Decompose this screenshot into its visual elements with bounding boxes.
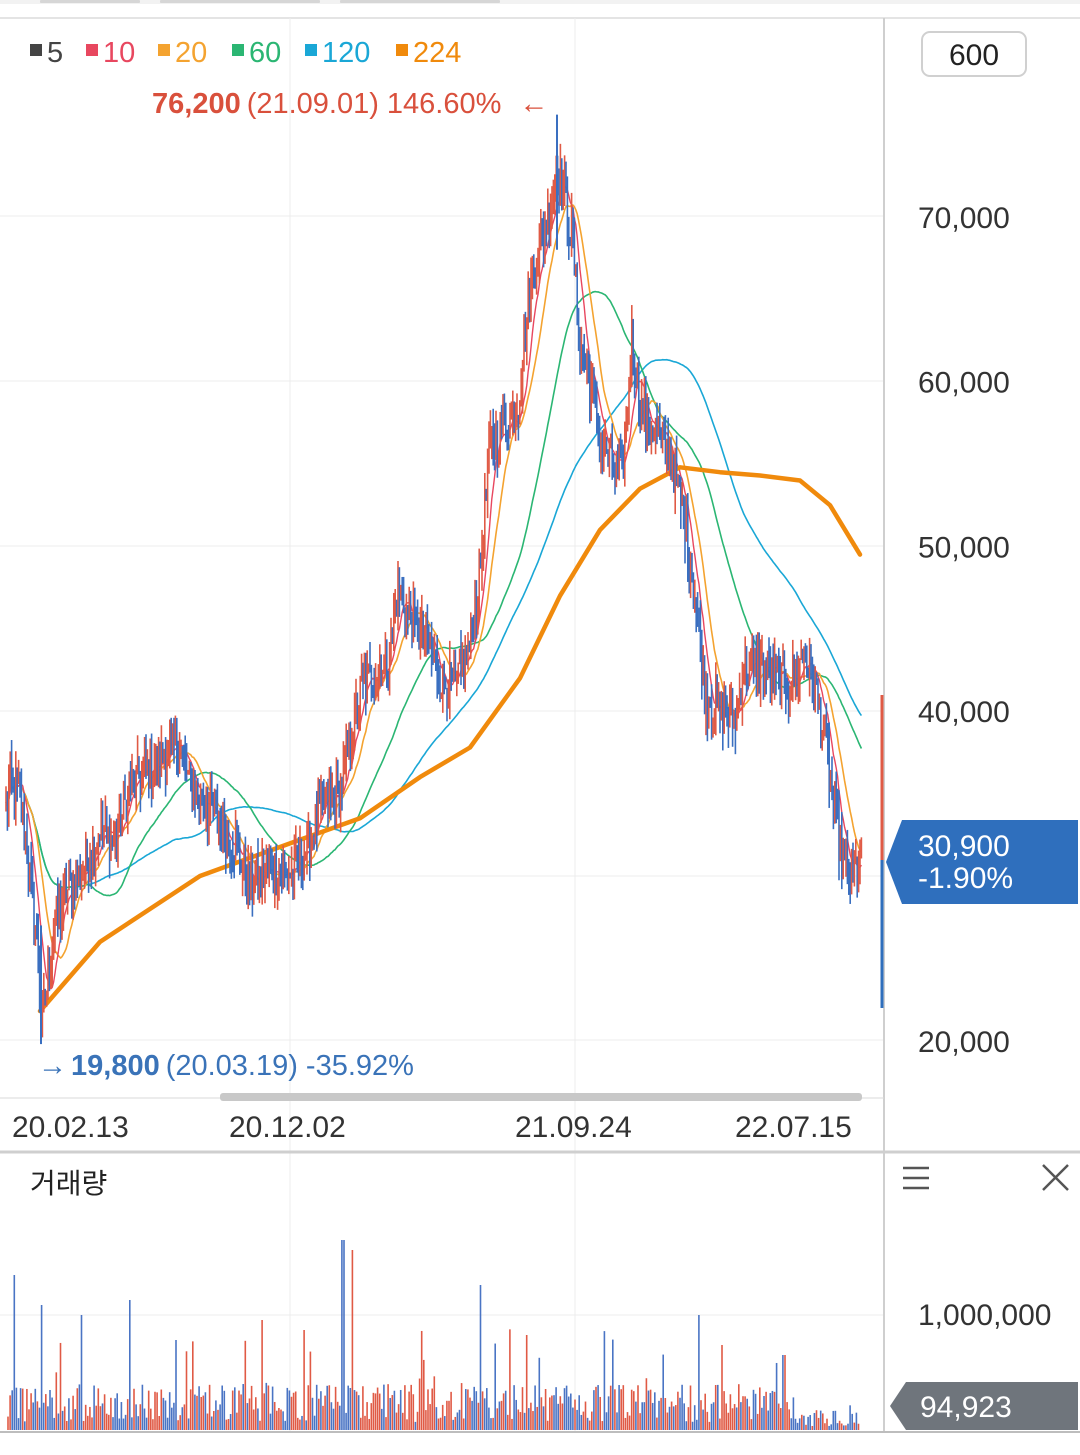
current-price: 30,900 [918, 830, 1010, 863]
price-tick-label: 40,000 [918, 696, 1010, 729]
volume-bars [7, 1240, 860, 1430]
close-icon[interactable] [1042, 1164, 1069, 1191]
period-button-label: 600 [949, 39, 999, 72]
svg-text:76,200(21.09.01)146.60%←: 76,200 (21.09.01) 146.60% ← [152, 88, 548, 120]
current-volume-badge: 94,923 [890, 1382, 1078, 1430]
low-date: (20.03.19) [166, 1050, 298, 1082]
price-tick-label: 50,000 [918, 531, 1010, 564]
current-price-badge: 30,900 -1.90% [880, 695, 1078, 1008]
ma-60-line [5, 290, 863, 897]
left-arrow-icon: ← [519, 88, 548, 120]
volume-axis-label: 1,000,000 [918, 1299, 1051, 1332]
legend-label-20: 20 [175, 37, 207, 69]
low-change: -35.92% [306, 1050, 414, 1082]
right-arrow-icon: → [38, 1050, 67, 1082]
low-price: 19,800 [71, 1050, 160, 1082]
legend-swatch-224 [396, 44, 408, 56]
legend-swatch-120 [305, 44, 317, 56]
svg-text:→19,800(20.03.19)-35.92%: → 19,800 (20.03.19) -35.92% [38, 1050, 414, 1082]
moving-average-lines [5, 185, 863, 1014]
high-price-annotation: 76,200 (21.09.01) 146.60% ← [152, 88, 548, 120]
ma-10-line [5, 185, 862, 990]
legend-label-5: 5 [47, 37, 63, 69]
ma-120-line [5, 358, 863, 889]
legend-label-224: 224 [413, 37, 461, 69]
legend-swatch-10 [86, 44, 98, 56]
candles [5, 114, 863, 1045]
low-price-annotation: → 19,800 (20.03.19) -35.92% [38, 1050, 414, 1082]
legend-swatch-60 [232, 44, 244, 56]
legend-label-60: 60 [249, 37, 281, 69]
menu-icon[interactable] [903, 1166, 929, 1190]
date-tick-label: 20.02.13 [12, 1111, 129, 1144]
date-tick-label: 21.09.24 [515, 1111, 632, 1144]
date-axis: 20.02.13 20.12.02 21.09.24 22.07.15 [12, 1111, 852, 1144]
price-tick-label: 70,000 [918, 202, 1010, 235]
high-date: (21.09.01) [247, 88, 379, 120]
ma-legend[interactable]: 5 10 20 60 120 224 [30, 37, 461, 69]
high-change: 146.60% [387, 88, 502, 120]
legend-label-10: 10 [103, 37, 135, 69]
volume-title: 거래량 [30, 1168, 107, 1199]
date-tick-label: 20.12.02 [229, 1111, 346, 1144]
high-price: 76,200 [152, 88, 241, 120]
legend-swatch-5 [30, 44, 42, 56]
period-button[interactable]: 600 [921, 31, 1027, 77]
current-volume: 94,923 [920, 1391, 1012, 1424]
price-axis: 70,000 60,000 50,000 40,000 20,000 [918, 202, 1010, 1059]
price-tick-label: 20,000 [918, 1026, 1010, 1059]
ma-224-line [37, 465, 863, 1014]
price-tick-label: 60,000 [918, 367, 1010, 400]
current-change: -1.90% [918, 862, 1013, 895]
scroll-bar[interactable] [220, 1093, 862, 1101]
legend-swatch-20 [158, 44, 170, 56]
legend-label-120: 120 [322, 37, 370, 69]
date-tick-label: 22.07.15 [735, 1111, 852, 1144]
